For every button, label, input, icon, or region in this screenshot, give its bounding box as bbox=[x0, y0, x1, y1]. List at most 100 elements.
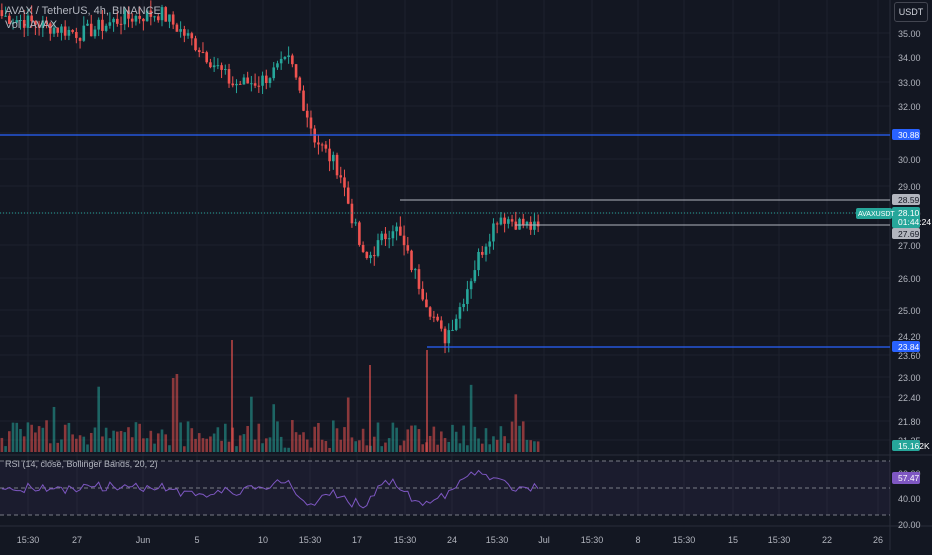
candle-body bbox=[168, 14, 171, 22]
candle-body bbox=[52, 27, 56, 34]
candle-body bbox=[190, 33, 194, 39]
candle-body bbox=[432, 316, 436, 318]
volume-bar bbox=[30, 424, 33, 452]
candle-body bbox=[149, 10, 153, 17]
candle-body bbox=[305, 110, 309, 118]
volume-bar bbox=[458, 443, 462, 452]
volume-bar bbox=[82, 436, 86, 452]
candle-body bbox=[324, 144, 328, 149]
candle-body bbox=[387, 238, 391, 240]
candle-body bbox=[0, 10, 4, 17]
symbol-legend[interactable]: AVAX / TetherUS, 4h, BINANCE bbox=[5, 5, 161, 17]
candle-body bbox=[134, 15, 138, 22]
rsi-value-tag-bg bbox=[892, 472, 920, 484]
volume-bar bbox=[305, 439, 309, 452]
candle-body bbox=[417, 269, 421, 289]
volume-bar bbox=[417, 429, 421, 452]
volume-bar bbox=[78, 435, 82, 452]
volume-bar bbox=[443, 438, 447, 452]
time-axis[interactable]: 15:30 27 Jun 5 10 15:30 17 15:30 24 15:30 Jul 15:30… bbox=[17, 535, 883, 545]
candle-body bbox=[116, 18, 119, 24]
volume-bar bbox=[298, 434, 302, 452]
volume-bar bbox=[350, 437, 354, 452]
volume-bar bbox=[134, 422, 138, 452]
volume-bar bbox=[261, 443, 264, 452]
time-tick: 8 bbox=[635, 535, 640, 545]
volume-bar bbox=[60, 439, 63, 452]
candle-body bbox=[89, 23, 93, 37]
price-tick: 30.00 bbox=[898, 155, 921, 165]
volume-bar bbox=[533, 441, 536, 452]
candle-body bbox=[194, 38, 197, 51]
volume-bar bbox=[145, 438, 149, 452]
volume-bar bbox=[469, 384, 473, 452]
candle-body bbox=[71, 29, 74, 33]
volume-bar bbox=[268, 437, 272, 452]
candle-body bbox=[119, 23, 123, 25]
candle-body bbox=[447, 330, 451, 344]
volume-bar bbox=[264, 438, 268, 452]
volume-bar bbox=[205, 438, 208, 452]
candle-body bbox=[298, 77, 302, 91]
volume-bar bbox=[8, 431, 11, 452]
candle-body bbox=[257, 85, 261, 87]
candle-body bbox=[365, 251, 369, 259]
volume-bar bbox=[190, 428, 194, 452]
volume-bar bbox=[447, 441, 451, 452]
candle-body bbox=[123, 10, 127, 25]
volume-bar bbox=[0, 437, 4, 452]
volume-bar bbox=[451, 424, 454, 452]
candle-body bbox=[276, 63, 279, 68]
candle-body bbox=[372, 255, 376, 257]
volume-spike bbox=[231, 340, 233, 452]
candle-body bbox=[142, 18, 145, 22]
candle-body bbox=[384, 233, 387, 240]
candle-body bbox=[413, 269, 417, 271]
resistance-price-tag-text: 30.88 bbox=[898, 130, 920, 140]
volume-bar bbox=[104, 427, 108, 452]
volume-bar bbox=[86, 444, 89, 452]
currency-button[interactable]: USDT bbox=[894, 2, 928, 22]
volume-bar bbox=[335, 428, 339, 452]
volume-bar bbox=[492, 436, 495, 452]
volume-bar bbox=[380, 446, 384, 452]
volume-bar bbox=[510, 421, 514, 452]
candle-body bbox=[78, 37, 82, 41]
candle-body bbox=[108, 22, 112, 26]
volume-spike bbox=[369, 365, 371, 452]
rsi-legend[interactable]: RSI (14, close, Bollinger Bands, 20, 2) bbox=[5, 459, 158, 469]
candle-body bbox=[153, 16, 156, 18]
last-price-tag-text: 28.10 bbox=[898, 208, 920, 218]
time-tick: 15:30 bbox=[673, 535, 696, 545]
candle-body bbox=[425, 299, 428, 308]
candle-body bbox=[492, 223, 495, 242]
candle-body bbox=[186, 33, 190, 36]
volume-bar bbox=[376, 422, 380, 452]
volume-bar bbox=[454, 431, 458, 452]
candle-body bbox=[525, 221, 529, 226]
candle-body bbox=[175, 24, 179, 32]
candle-body bbox=[22, 19, 26, 28]
candle-body bbox=[171, 14, 175, 25]
volume-bar bbox=[127, 427, 130, 452]
volume-bar bbox=[484, 428, 488, 452]
volume-bar bbox=[436, 444, 439, 452]
volume-bar bbox=[26, 422, 30, 452]
candle-body bbox=[294, 64, 298, 78]
volume-bar bbox=[354, 441, 357, 452]
candle-body bbox=[488, 241, 492, 247]
volume-legend[interactable]: Vol · AVAX bbox=[5, 19, 58, 31]
candle-body bbox=[410, 250, 413, 271]
candle-body bbox=[220, 65, 223, 70]
candle-body bbox=[499, 217, 503, 225]
volume-bar bbox=[186, 421, 190, 452]
volume-bar bbox=[421, 444, 424, 452]
horizontal-lines[interactable] bbox=[0, 134, 890, 348]
volume-bar bbox=[328, 447, 331, 452]
time-tick: 27 bbox=[72, 535, 82, 545]
candle-body bbox=[67, 29, 71, 36]
time-tick: 22 bbox=[822, 535, 832, 545]
